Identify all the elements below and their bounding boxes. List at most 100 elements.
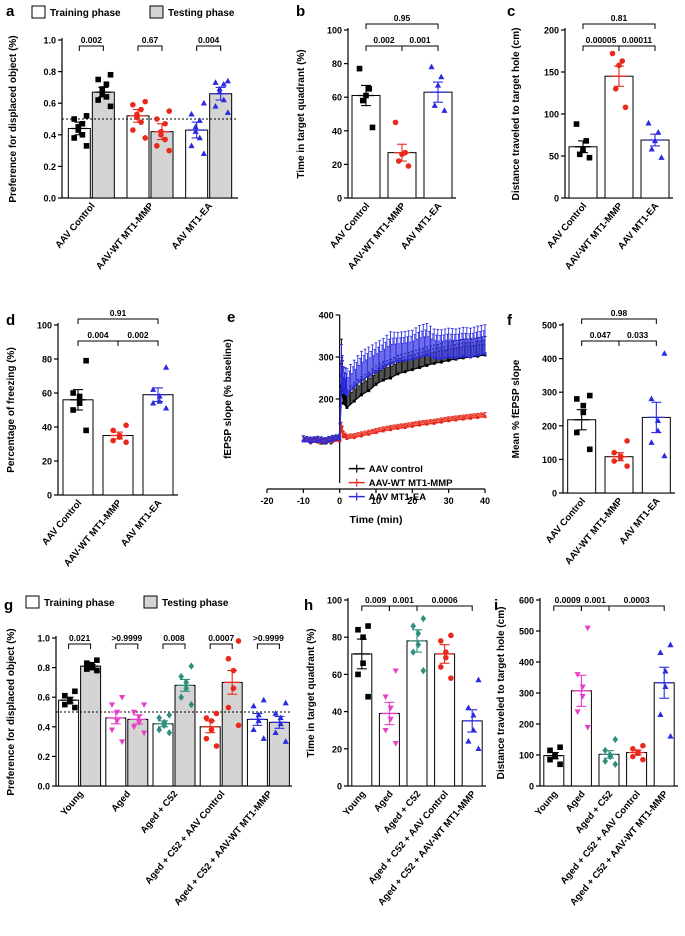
x-category-label: Aged [372,789,396,814]
data-point [415,641,422,649]
y-tick-label: 200 [542,421,557,431]
x-axis-label: Time (min) [350,514,403,526]
p-value-label: >0.9999 [253,633,284,643]
data-point [154,143,160,149]
data-point [425,363,429,367]
data-point [188,142,195,149]
significance-bracket [580,605,610,611]
data-point [119,694,126,701]
data-point [432,361,436,365]
data-point [410,368,414,372]
data-point [119,739,126,745]
data-point [447,355,451,359]
bar [640,139,670,199]
data-point [438,664,444,670]
data-point [235,638,242,644]
data-point [359,434,363,438]
significance-bracket [68,643,92,649]
x-category-label: AAV MT1-EA [170,201,215,252]
data-point [203,735,210,742]
p-value-label: 0.67 [142,35,159,45]
data-point [630,746,636,752]
data-point [476,415,480,419]
bar [351,95,381,199]
data-point [483,415,487,419]
series-line [303,416,486,444]
significance-bracket [361,605,390,611]
bar [221,681,243,787]
data-point [84,666,90,672]
significance-bracket [365,23,439,29]
p-value-label: 0.002 [373,35,395,45]
legend-swatch [143,595,158,609]
y-tick-label: 0.6 [43,99,56,109]
y-tick-label: 50 [549,152,559,162]
significance-bracket [388,605,418,611]
y-tick-label: 300 [319,353,334,363]
significance-bracket [582,23,656,29]
y-tick-label: 20 [332,160,342,170]
data-point [130,709,138,716]
y-tick-label: 0.0 [43,194,56,204]
data-point [83,113,90,119]
p-value-label: 0.004 [87,330,109,340]
data-point [84,660,90,666]
data-point [352,384,356,388]
data-point [438,638,444,644]
data-point [418,423,422,427]
data-point [330,439,334,443]
data-point [150,399,157,406]
data-point [208,726,215,733]
data-point [196,117,203,123]
data-point [345,436,349,440]
data-point [352,436,356,440]
data-point [454,418,458,422]
data-point [224,77,231,84]
y-tick-label: 300 [542,388,557,398]
data-point [230,685,237,692]
significance-bracket [77,340,119,346]
bar [127,718,149,787]
data-point [387,705,394,712]
bar-datapoints [465,676,482,752]
panel-letter: g [4,597,13,614]
data-point [586,154,593,161]
bar [604,456,634,494]
line-series [301,322,487,445]
data-point [640,742,646,749]
legend-label: AAV control [369,464,423,475]
significance-bracket [582,45,620,51]
y-tick-label: 0.4 [37,722,50,732]
data-point [339,374,343,378]
data-point [359,378,363,382]
bar [423,91,453,199]
significance-bracket [365,45,403,51]
significance-bracket [618,340,657,346]
legend-swatch [25,595,40,609]
y-tick-label: 0 [337,194,342,204]
data-point [367,389,371,393]
data-point [396,359,400,363]
p-value-label: 0.047 [590,330,612,340]
data-point [76,393,83,400]
data-point [667,641,674,648]
data-point [260,696,267,703]
data-point [341,435,345,439]
data-point [83,427,89,434]
data-point [156,726,163,734]
data-point [574,396,580,402]
data-point [547,756,553,763]
data-point [200,150,207,156]
legend-label: AAV-WT MT1-MMP [369,478,453,489]
data-point [142,135,148,141]
y-tick-label: 100 [542,455,557,465]
data-point [220,96,227,103]
significance-bracket [553,605,582,611]
data-point [468,416,472,420]
significance-bracket [401,45,439,51]
data-point [95,76,101,83]
legend-swatch [31,5,46,19]
data-point [200,99,207,106]
data-point [425,353,429,357]
y-tick-label: 0.2 [37,752,50,762]
